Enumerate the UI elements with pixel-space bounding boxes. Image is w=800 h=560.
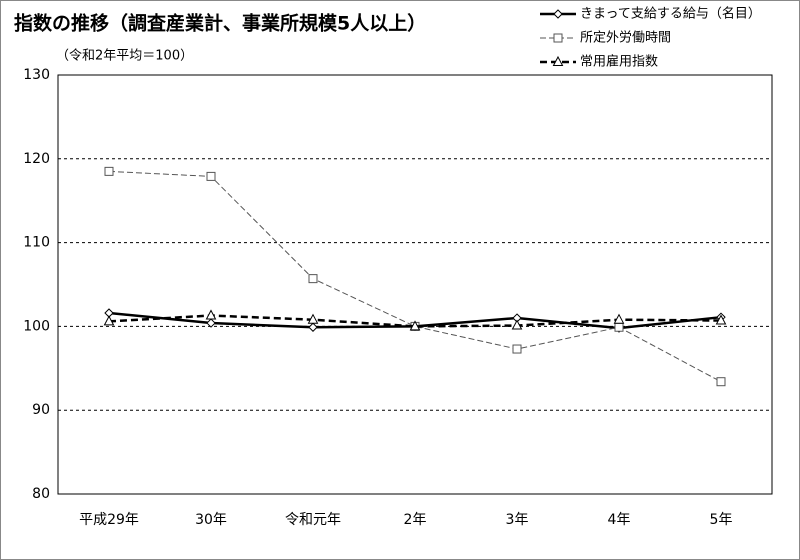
point — [206, 171, 216, 181]
x-tick-label: 30年 — [195, 512, 227, 528]
point — [614, 322, 624, 332]
chart-subtitle: （令和2年平均＝100） — [56, 49, 193, 64]
point — [409, 320, 421, 331]
point — [308, 274, 318, 284]
point — [613, 313, 625, 324]
point — [104, 166, 114, 176]
point — [206, 318, 216, 328]
legend-marker — [552, 55, 564, 66]
y-tick-label: 130 — [23, 67, 50, 83]
legend-marker — [553, 9, 563, 19]
legend-label: 所定外労働時間 — [580, 31, 671, 46]
x-tick-label: 5年 — [710, 512, 733, 528]
x-tick-label: 4年 — [608, 512, 631, 528]
point — [511, 319, 523, 330]
chart-title: 指数の推移（調査産業計、事業所規模5人以上） — [14, 12, 426, 35]
point — [205, 309, 217, 320]
y-tick-label: 90 — [32, 402, 50, 418]
plot-area — [57, 74, 773, 495]
legend-marker — [553, 33, 563, 43]
x-tick-label: 令和元年 — [285, 512, 341, 528]
y-tick-label: 100 — [23, 318, 50, 334]
point — [307, 313, 319, 324]
point — [716, 377, 726, 387]
x-tick-label: 3年 — [506, 512, 529, 528]
y-tick-label: 120 — [23, 151, 50, 167]
y-tick-label: 80 — [32, 486, 50, 502]
point — [103, 315, 115, 326]
legend-label: きまって支給する給与（名目） — [580, 6, 761, 22]
legend-label: 常用雇用指数 — [580, 54, 658, 70]
point — [308, 322, 318, 332]
point — [512, 344, 522, 354]
x-tick-label: 2年 — [404, 512, 427, 528]
y-tick-label: 110 — [23, 235, 50, 251]
x-tick-label: 平成29年 — [79, 512, 139, 528]
point — [715, 314, 727, 325]
